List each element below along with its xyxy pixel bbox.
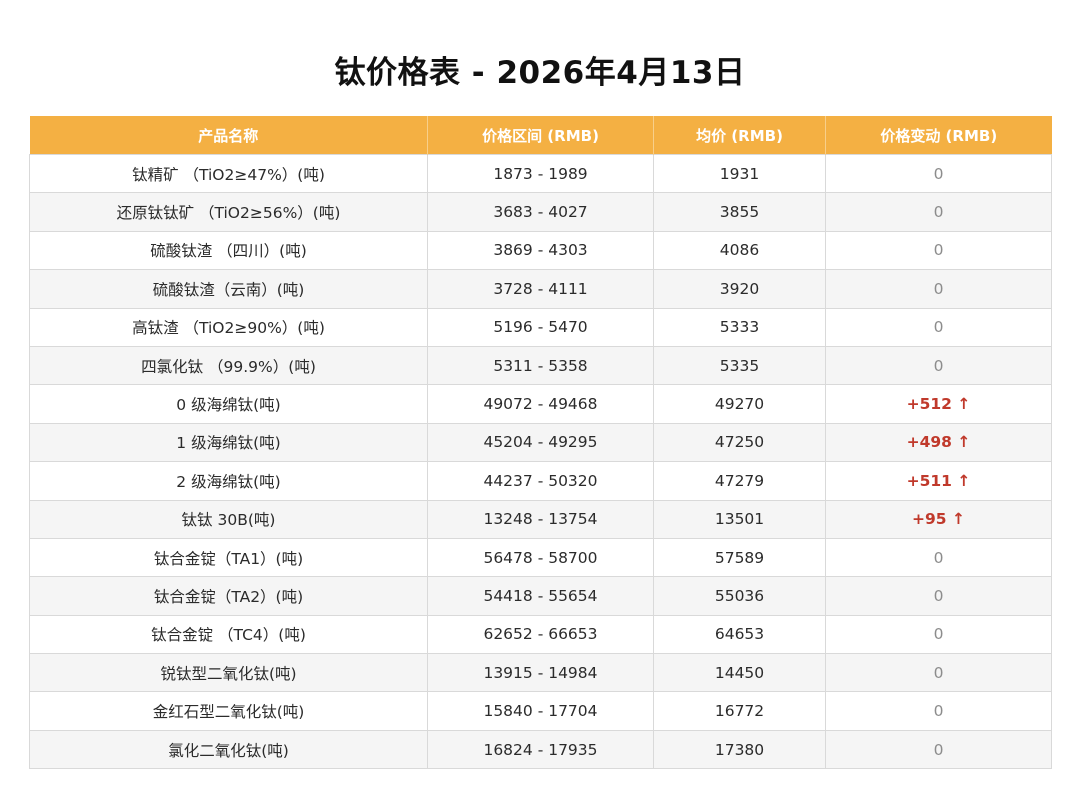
product-name-cell: 还原钛钛矿 （TiO2≥56%）(吨) <box>29 192 428 232</box>
price-range-cell: 3869 - 4303 <box>427 230 654 271</box>
price-range-cell: 56478 - 58700 <box>427 537 654 578</box>
average-price-cell: 14450 <box>653 653 826 693</box>
average-price-cell: 47279 <box>653 461 826 501</box>
price-table: 产品名称 价格区间 (RMB) 均价 (RMB) 价格变动 (RMB) 钛精矿 … <box>29 116 1052 770</box>
table-row: 四氯化钛 （99.9%）(吨) 5311 - 5358 5335 0 <box>29 345 1052 386</box>
price-range-cell: 5196 - 5470 <box>427 307 654 347</box>
average-price-cell: 17380 <box>653 729 826 770</box>
average-price-cell: 16772 <box>653 691 826 731</box>
average-price-cell: 47250 <box>653 422 826 463</box>
header-product-name: 产品名称 <box>29 116 428 155</box>
price-change-cell: +512 ↑ <box>825 384 1052 424</box>
product-name-cell: 钛合金锭（TA2）(吨) <box>29 576 428 616</box>
price-change-cell: 0 <box>825 691 1052 731</box>
table-row: 钛合金锭 （TC4）(吨) 62652 - 66653 64653 0 <box>29 614 1052 655</box>
average-price-cell: 49270 <box>653 384 826 424</box>
price-range-cell: 49072 - 49468 <box>427 384 654 424</box>
average-price-cell: 5333 <box>653 307 826 347</box>
product-name-cell: 2 级海绵钛(吨) <box>29 461 428 501</box>
product-name-cell: 钛精矿 （TiO2≥47%）(吨) <box>29 153 428 194</box>
average-price-cell: 3920 <box>653 269 826 309</box>
table-row: 钛合金锭（TA2）(吨) 54418 - 55654 55036 0 <box>29 576 1052 616</box>
price-range-cell: 5311 - 5358 <box>427 345 654 386</box>
price-change-cell: 0 <box>825 729 1052 770</box>
header-price-range: 价格区间 (RMB) <box>427 116 654 155</box>
average-price-cell: 57589 <box>653 537 826 578</box>
average-price-cell: 55036 <box>653 576 826 616</box>
product-name-cell: 四氯化钛 （99.9%）(吨) <box>29 345 428 386</box>
price-change-cell: 0 <box>825 269 1052 309</box>
table-row: 锐钛型二氧化钛(吨) 13915 - 14984 14450 0 <box>29 653 1052 693</box>
product-name-cell: 金红石型二氧化钛(吨) <box>29 691 428 731</box>
page-title: 钛价格表 - 2026年4月13日 <box>334 55 746 91</box>
product-name-cell: 1 级海绵钛(吨) <box>29 422 428 463</box>
table-row: 高钛渣 （TiO2≥90%）(吨) 5196 - 5470 5333 0 <box>29 307 1052 347</box>
price-range-cell: 3728 - 4111 <box>427 269 654 309</box>
table-row: 钛合金锭（TA1）(吨) 56478 - 58700 57589 0 <box>29 537 1052 578</box>
price-change-cell: 0 <box>825 307 1052 347</box>
price-range-cell: 13248 - 13754 <box>427 499 654 539</box>
price-range-cell: 62652 - 66653 <box>427 614 654 655</box>
price-change-cell: 0 <box>825 345 1052 386</box>
product-name-cell: 氯化二氧化钛(吨) <box>29 729 428 770</box>
product-name-cell: 锐钛型二氧化钛(吨) <box>29 653 428 693</box>
price-change-cell: 0 <box>825 614 1052 655</box>
product-name-cell: 钛合金锭（TA1）(吨) <box>29 537 428 578</box>
table-row: 还原钛钛矿 （TiO2≥56%）(吨) 3683 - 4027 3855 0 <box>29 192 1052 232</box>
table-row: 钛钛 30B(吨) 13248 - 13754 13501 +95 ↑ <box>29 499 1052 539</box>
price-range-cell: 44237 - 50320 <box>427 461 654 501</box>
price-change-cell: 0 <box>825 576 1052 616</box>
price-change-cell: +511 ↑ <box>825 461 1052 501</box>
table-row: 2 级海绵钛(吨) 44237 - 50320 47279 +511 ↑ <box>29 461 1052 501</box>
price-range-cell: 15840 - 17704 <box>427 691 654 731</box>
table-body: 钛精矿 （TiO2≥47%）(吨) 1873 - 1989 1931 0 还原钛钛矿 （… <box>29 153 1052 770</box>
price-range-cell: 1873 - 1989 <box>427 153 654 194</box>
average-price-cell: 5335 <box>653 345 826 386</box>
header-average-price: 均价 (RMB) <box>653 116 826 155</box>
product-name-cell: 硫酸钛渣 （四川）(吨) <box>29 230 428 271</box>
price-range-cell: 3683 - 4027 <box>427 192 654 232</box>
product-name-cell: 钛合金锭 （TC4）(吨) <box>29 614 428 655</box>
price-change-cell: 0 <box>825 153 1052 194</box>
average-price-cell: 64653 <box>653 614 826 655</box>
average-price-cell: 1931 <box>653 153 826 194</box>
price-change-cell: 0 <box>825 653 1052 693</box>
product-name-cell: 高钛渣 （TiO2≥90%）(吨) <box>29 307 428 347</box>
product-name-cell: 钛钛 30B(吨) <box>29 499 428 539</box>
price-change-cell: +498 ↑ <box>825 422 1052 463</box>
price-range-cell: 54418 - 55654 <box>427 576 654 616</box>
table-row: 硫酸钛渣（云南）(吨) 3728 - 4111 3920 0 <box>29 269 1052 309</box>
product-name-cell: 硫酸钛渣（云南）(吨) <box>29 269 428 309</box>
header-price-change: 价格变动 (RMB) <box>825 116 1052 155</box>
average-price-cell: 13501 <box>653 499 826 539</box>
table-row: 1 级海绵钛(吨) 45204 - 49295 47250 +498 ↑ <box>29 422 1052 463</box>
average-price-cell: 3855 <box>653 192 826 232</box>
product-name-cell: 0 级海绵钛(吨) <box>29 384 428 424</box>
price-change-cell: 0 <box>825 537 1052 578</box>
table-row: 0 级海绵钛(吨) 49072 - 49468 49270 +512 ↑ <box>29 384 1052 424</box>
price-change-cell: +95 ↑ <box>825 499 1052 539</box>
price-range-cell: 13915 - 14984 <box>427 653 654 693</box>
table-row: 钛精矿 （TiO2≥47%）(吨) 1873 - 1989 1931 0 <box>29 153 1052 194</box>
average-price-cell: 4086 <box>653 230 826 271</box>
table-row: 硫酸钛渣 （四川）(吨) 3869 - 4303 4086 0 <box>29 230 1052 271</box>
table-row: 氯化二氧化钛(吨) 16824 - 17935 17380 0 <box>29 729 1052 770</box>
price-range-cell: 45204 - 49295 <box>427 422 654 463</box>
price-range-cell: 16824 - 17935 <box>427 729 654 770</box>
table-header-row: 产品名称 价格区间 (RMB) 均价 (RMB) 价格变动 (RMB) <box>29 116 1052 155</box>
price-change-cell: 0 <box>825 230 1052 271</box>
price-change-cell: 0 <box>825 192 1052 232</box>
table-row: 金红石型二氧化钛(吨) 15840 - 17704 16772 0 <box>29 691 1052 731</box>
